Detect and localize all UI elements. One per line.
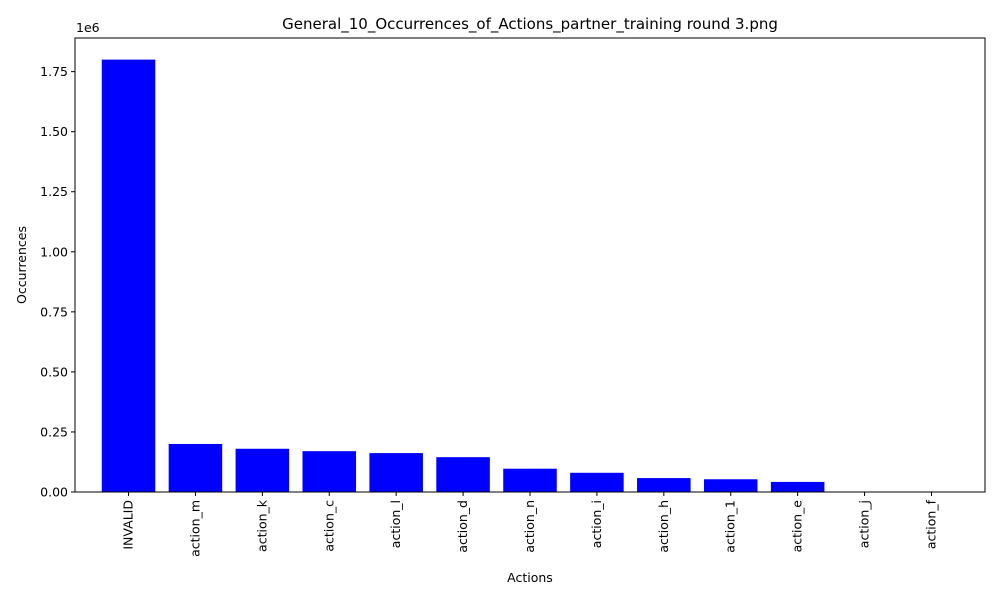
y-tick-label: 1.25 bbox=[40, 184, 68, 199]
y-tick-label: 1.50 bbox=[40, 124, 68, 139]
y-axis-label: Occurrences bbox=[14, 226, 29, 304]
x-tick-label: action_e bbox=[790, 500, 805, 553]
x-tick-label: action_i bbox=[589, 500, 604, 548]
y-tick-label: 1.00 bbox=[40, 244, 68, 259]
bar-action_c bbox=[302, 451, 357, 492]
x-tick-label: action_j bbox=[857, 500, 872, 548]
x-tick-label: action_d bbox=[455, 500, 470, 553]
y-axis-offset-label: 1e6 bbox=[76, 20, 100, 35]
x-tick-label: action_1 bbox=[723, 500, 738, 553]
y-tick-label: 1.75 bbox=[40, 64, 68, 79]
x-tick-label: action_m bbox=[187, 500, 202, 557]
y-axis-ticks: 0.00 0.25 0.50 0.75 1.00 1.25 1.50 1.75 bbox=[40, 64, 75, 500]
chart-title: General_10_Occurrences_of_Actions_partne… bbox=[282, 15, 778, 34]
x-tick-label: action_c bbox=[321, 500, 336, 552]
y-tick-label: 0.25 bbox=[40, 424, 68, 439]
x-tick-label: action_f bbox=[923, 499, 938, 549]
bar-action_l bbox=[369, 453, 423, 492]
bars-group bbox=[101, 59, 825, 492]
y-tick-label: 0.00 bbox=[40, 485, 68, 500]
bar-action_m bbox=[168, 443, 223, 492]
plot-area-frame bbox=[74, 37, 986, 493]
y-tick-label: 0.75 bbox=[40, 304, 68, 319]
bar-action_d bbox=[436, 457, 490, 492]
x-axis-ticks: INVALID action_m action_k action_c action_l a… bbox=[121, 492, 938, 557]
bar-action_h bbox=[637, 478, 691, 492]
bar-action_e bbox=[770, 481, 825, 492]
y-tick-label: 0.50 bbox=[40, 364, 68, 379]
x-tick-label: action_l bbox=[388, 500, 403, 548]
x-tick-label: action_k bbox=[254, 499, 269, 552]
bar-invalid bbox=[101, 59, 156, 492]
x-tick-label: action_h bbox=[656, 500, 671, 553]
x-axis-label: Actions bbox=[507, 570, 553, 585]
bar-action_i bbox=[570, 472, 624, 492]
bar-action_n bbox=[503, 468, 557, 492]
x-tick-label: action_n bbox=[522, 500, 537, 553]
bar-action_k bbox=[235, 448, 290, 492]
x-tick-label: INVALID bbox=[121, 500, 136, 550]
bar-action_1 bbox=[703, 479, 758, 492]
